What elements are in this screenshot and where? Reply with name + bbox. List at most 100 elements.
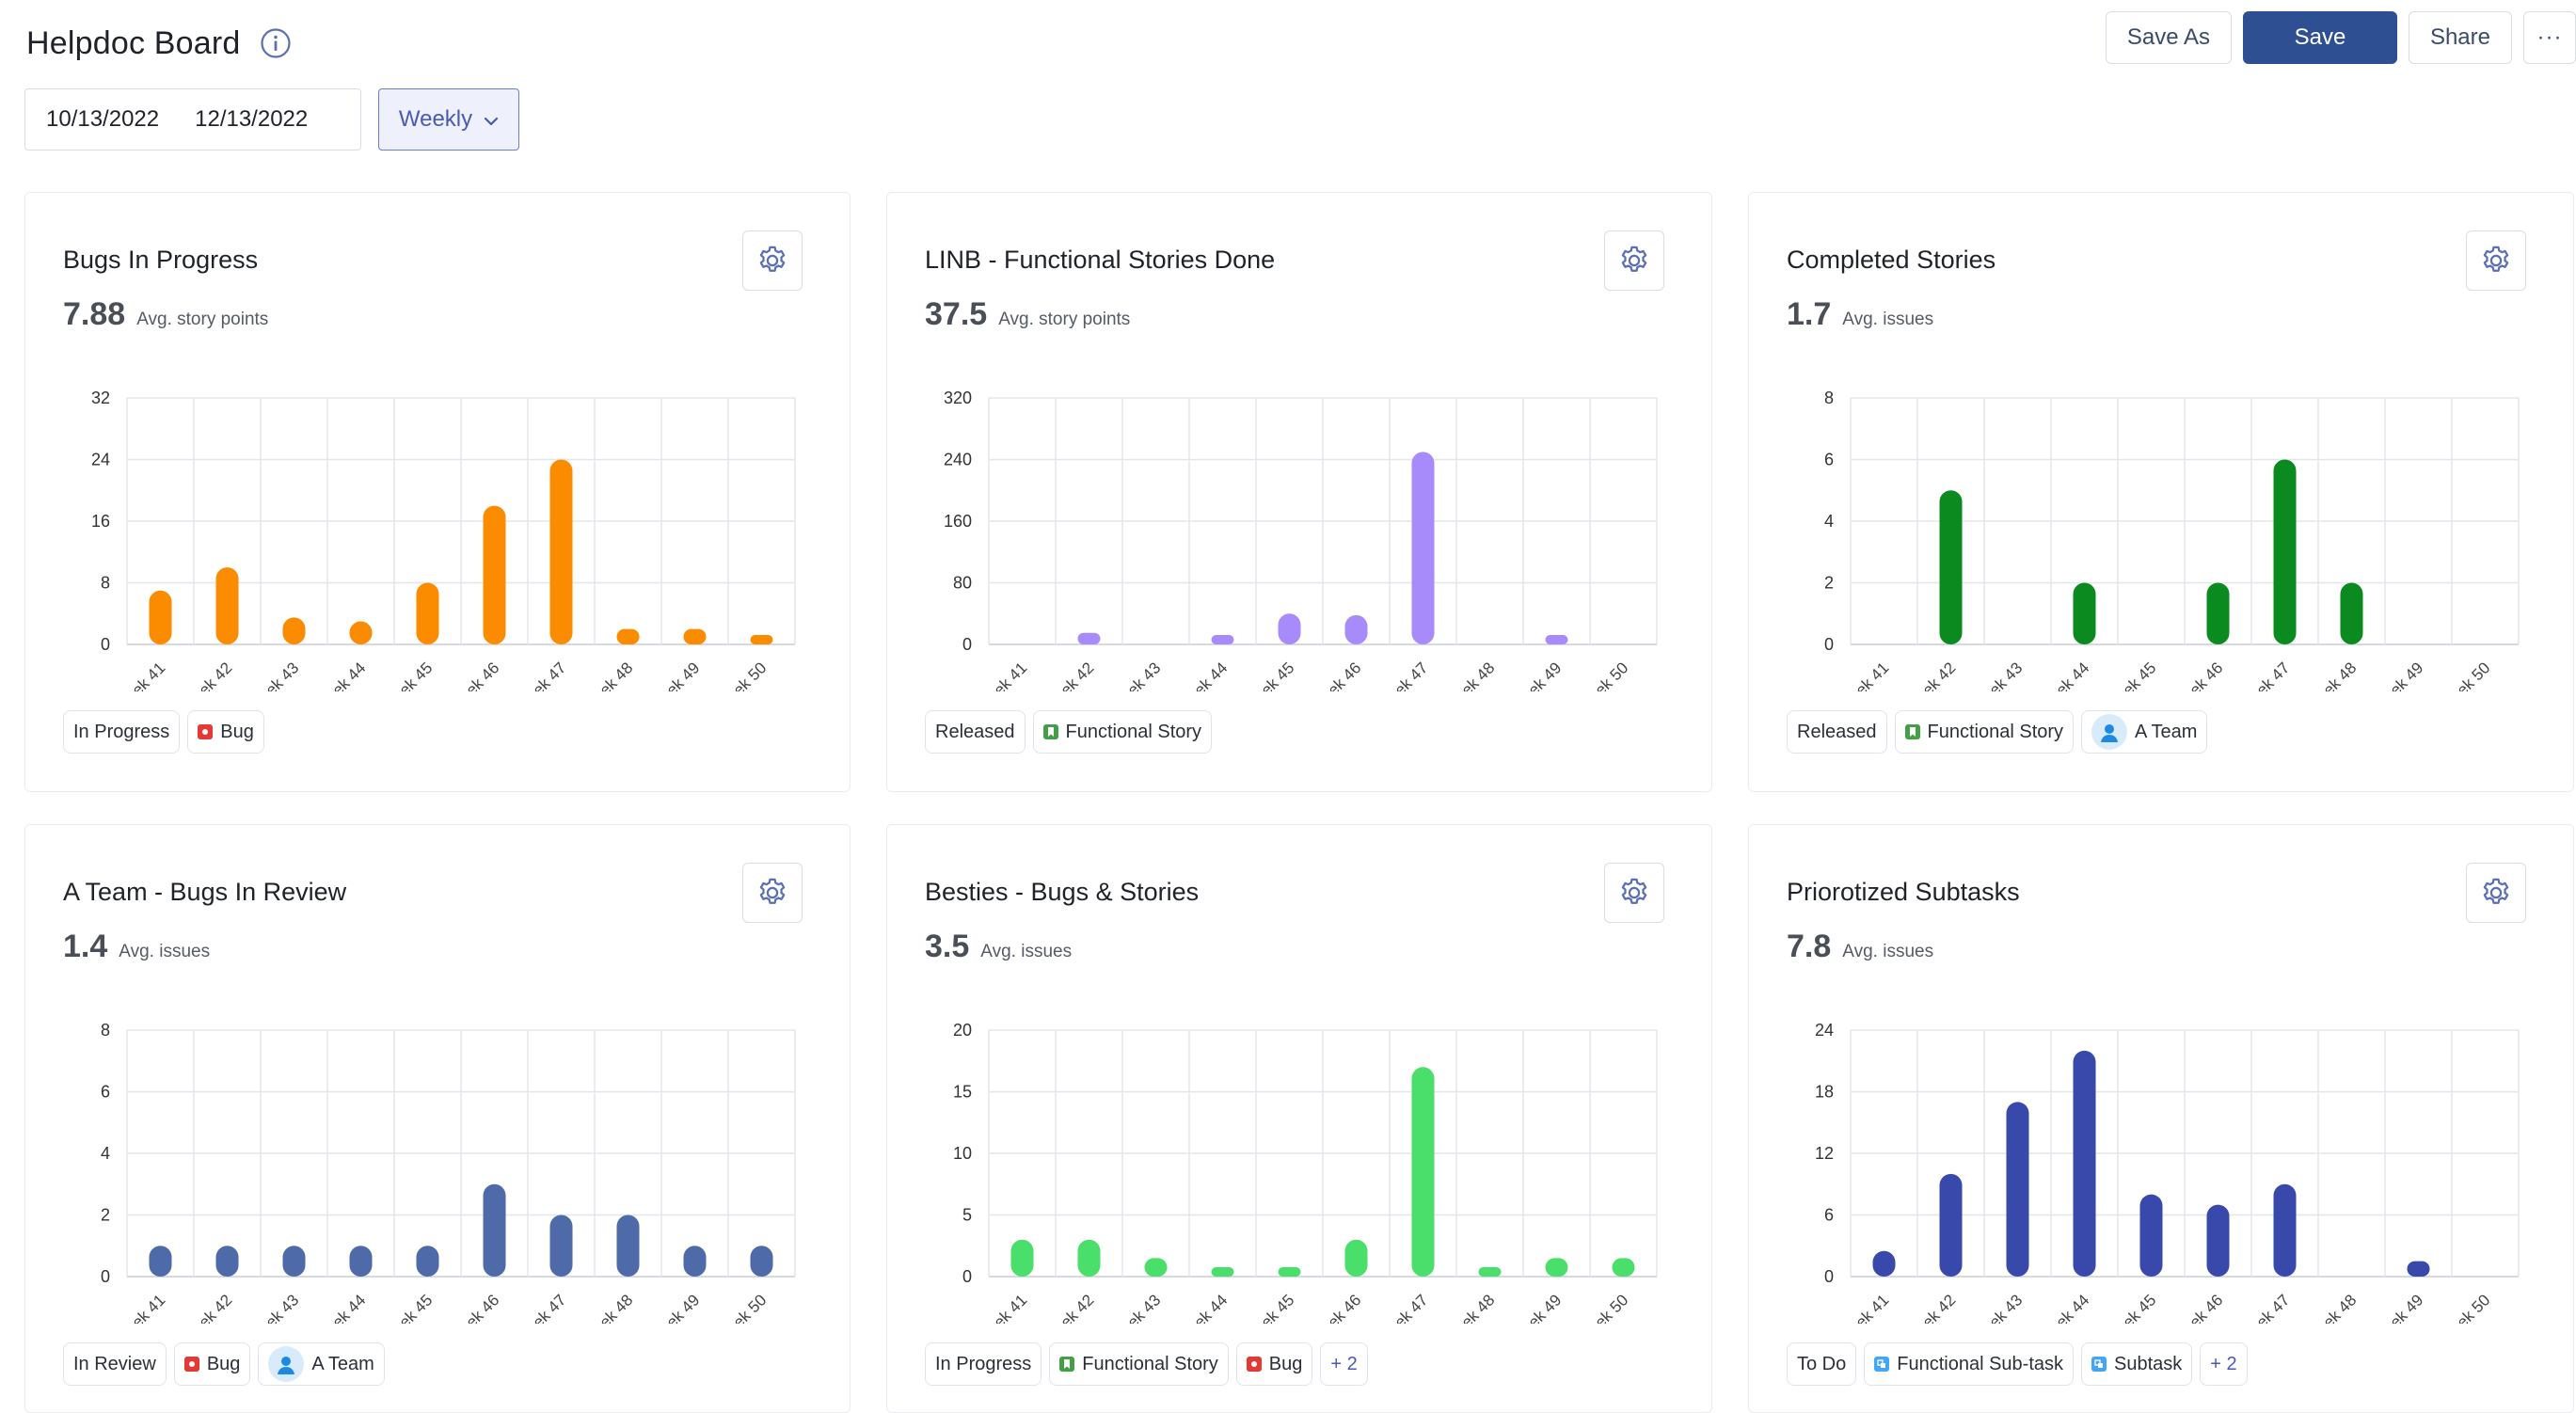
chart-bar[interactable]: [149, 590, 172, 644]
widget-settings-button[interactable]: [742, 863, 803, 923]
chart-bar[interactable]: [683, 628, 707, 644]
filter-tag[interactable]: Bug: [187, 710, 264, 754]
more-tags-chip[interactable]: + 2: [2200, 1342, 2248, 1386]
chart-bar[interactable]: [215, 567, 239, 644]
chart-bar[interactable]: [282, 617, 306, 644]
filter-tag[interactable]: Functional Story: [1894, 710, 2075, 754]
y-tick-label: 0: [101, 635, 110, 654]
widget-settings-button[interactable]: [2466, 230, 2526, 291]
chart-bar[interactable]: [1872, 1250, 1896, 1277]
more-tags-chip[interactable]: + 2: [1320, 1342, 1368, 1386]
filter-tag[interactable]: To Do: [1787, 1342, 1857, 1386]
chart-bar[interactable]: [2273, 459, 2297, 645]
chart-bar[interactable]: [1411, 1067, 1435, 1277]
save-button[interactable]: Save: [2242, 11, 2397, 64]
x-tick-label: Week 43: [1107, 659, 1165, 691]
chart-bar[interactable]: [683, 1246, 707, 1277]
chart-bar[interactable]: [2273, 1183, 2297, 1277]
chart-bar[interactable]: [2206, 1204, 2230, 1277]
chart-bar[interactable]: [616, 628, 640, 644]
gear-icon: [1617, 244, 1651, 278]
chart-bar[interactable]: [1478, 1267, 1502, 1277]
y-tick-label: 12: [1815, 1144, 1834, 1163]
filter-tag[interactable]: Functional Story: [1032, 710, 1213, 754]
chart-bar[interactable]: [616, 1215, 640, 1278]
chart-bar[interactable]: [1344, 1239, 1368, 1277]
chart-bar[interactable]: [2139, 1194, 2163, 1277]
chart-bar[interactable]: [1545, 635, 1568, 644]
save-as-button[interactable]: Save As: [2105, 11, 2232, 64]
chart-bar[interactable]: [2206, 582, 2230, 645]
widget-card: A Team - Bugs In Review 1.4 Avg. issues …: [24, 824, 851, 1413]
chart-bar[interactable]: [1411, 452, 1435, 644]
chart-bar[interactable]: [549, 459, 573, 645]
widget-settings-button[interactable]: [1604, 230, 1664, 291]
chart-bar[interactable]: [2407, 1261, 2430, 1277]
chart-bar[interactable]: [2006, 1102, 2029, 1277]
chart-bar[interactable]: [1077, 632, 1101, 644]
filter-tag[interactable]: Functional Sub-task: [1864, 1342, 2075, 1386]
chart-bar[interactable]: [2073, 582, 2096, 645]
x-tick-label: Week 42: [1041, 659, 1098, 691]
chart-bar[interactable]: [1939, 490, 1963, 644]
chart-bar[interactable]: [483, 1183, 506, 1277]
filter-tag[interactable]: Released: [1787, 710, 1887, 754]
chart-bar[interactable]: [549, 1215, 573, 1278]
filter-tag[interactable]: Bug: [1235, 1342, 1313, 1386]
chart-bar[interactable]: [1211, 635, 1234, 644]
chart-bar[interactable]: [416, 1246, 439, 1277]
chart-bar[interactable]: [1278, 1267, 1301, 1277]
info-icon[interactable]: [260, 27, 292, 59]
x-tick-label: Week 41: [974, 659, 1031, 691]
more-options-button[interactable]: ···: [2523, 11, 2576, 64]
chart-bar[interactable]: [149, 1246, 172, 1277]
widget-filter-tags: In Progress Functional Story Bug + 2: [925, 1342, 1368, 1386]
x-tick-label: Week 46: [446, 1291, 503, 1324]
x-tick-label: Week 43: [1969, 1291, 2027, 1324]
widget-settings-button[interactable]: [1604, 863, 1664, 923]
chart-bar[interactable]: [1211, 1267, 1234, 1277]
chart-bar[interactable]: [416, 582, 439, 645]
chart-bar[interactable]: [349, 1246, 373, 1277]
filter-tag[interactable]: Subtask: [2081, 1342, 2193, 1386]
chart-bar[interactable]: [1010, 1239, 1034, 1277]
filter-tag[interactable]: A Team: [258, 1342, 385, 1386]
filter-tag[interactable]: In Progress: [925, 1342, 1042, 1386]
chart-bar[interactable]: [1344, 614, 1368, 644]
chart-bar[interactable]: [1278, 613, 1301, 644]
x-tick-label: Week 45: [2103, 659, 2160, 691]
widget-settings-button[interactable]: [2466, 863, 2526, 923]
chart-bar[interactable]: [2073, 1050, 2096, 1277]
chart-bar[interactable]: [215, 1246, 239, 1277]
x-tick-label: Week 47: [1375, 1291, 1432, 1324]
x-tick-label: Week 45: [1241, 659, 1298, 691]
chart-bar[interactable]: [1077, 1239, 1101, 1277]
chart-bar[interactable]: [1939, 1173, 1963, 1277]
chart-bar[interactable]: [1545, 1258, 1568, 1277]
x-tick-label: Week 42: [179, 659, 236, 691]
interval-dropdown[interactable]: Weekly: [378, 88, 519, 151]
chart-bar[interactable]: [750, 1246, 773, 1277]
filter-tag[interactable]: Released: [925, 710, 1026, 754]
share-button[interactable]: Share: [2408, 11, 2512, 64]
filter-tag[interactable]: Functional Story: [1049, 1342, 1229, 1386]
chart-bar[interactable]: [750, 635, 773, 644]
x-tick-label: Week 49: [2370, 1291, 2427, 1324]
widget-card: Bugs In Progress 7.88 Avg. story points …: [24, 192, 851, 792]
filter-tag[interactable]: Bug: [173, 1342, 251, 1386]
chart-bar[interactable]: [1612, 1258, 1635, 1277]
chart-bar[interactable]: [282, 1246, 306, 1277]
widget-title: Bugs In Progress: [63, 246, 259, 274]
filter-tag[interactable]: In Review: [63, 1342, 167, 1386]
chart-bar[interactable]: [483, 505, 506, 644]
chart-bar[interactable]: [349, 621, 373, 644]
x-tick-label: Week 41: [1836, 1291, 1893, 1324]
filter-tag[interactable]: In Progress: [63, 710, 181, 754]
date-range-picker[interactable]: 10/13/2022 12/13/2022: [24, 88, 361, 151]
chevron-down-icon: [484, 106, 499, 133]
chart-bar[interactable]: [1144, 1258, 1168, 1277]
widget-settings-button[interactable]: [742, 230, 803, 291]
chart-bar[interactable]: [2340, 582, 2363, 645]
filter-tag[interactable]: A Team: [2081, 710, 2208, 754]
